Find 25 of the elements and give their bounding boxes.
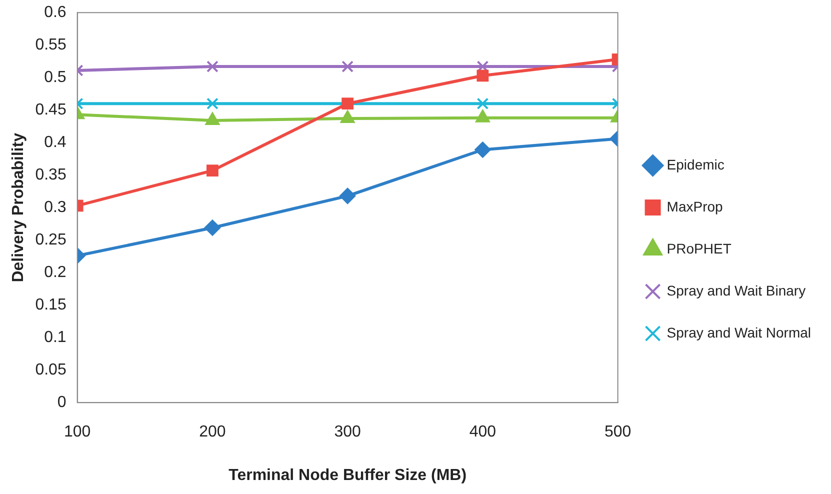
y-tick-label: 0.1 [44, 329, 66, 346]
y-tick-label: 0.05 [35, 362, 66, 379]
y-tick-label: 0.45 [35, 102, 66, 119]
legend-label: MaxProp [666, 198, 724, 214]
y-tick-label: 0.25 [35, 232, 66, 249]
y-tick-label: 0 [57, 394, 66, 412]
legend-label: PRoPHET [666, 240, 732, 256]
legend-label: Spray and Wait Normal [666, 324, 812, 340]
y-tick-label: 0.55 [35, 36, 66, 54]
legend-label: Spray and Wait Binary [666, 282, 806, 298]
x-tick-label: 400 [469, 424, 496, 441]
y-tick-label: 0.15 [35, 296, 66, 314]
x-tick-label: 100 [64, 424, 91, 441]
x-tick-label: 200 [199, 424, 226, 441]
x-tick-label: 300 [334, 424, 362, 441]
x-tick-label: 500 [604, 424, 632, 441]
legend-label: Epidemic [666, 156, 724, 172]
y-tick-label: 0.5 [44, 69, 66, 86]
x-axis-title: Terminal Node Buffer Size (MB) [228, 466, 467, 484]
y-tick-label: 0.3 [44, 199, 66, 216]
y-tick-label: 0.6 [44, 4, 66, 22]
y-tick-label: 0.35 [35, 166, 66, 184]
y-axis-title: Delivery Probability [10, 132, 28, 282]
y-tick-label: 0.4 [44, 134, 66, 152]
y-tick-label: 0.2 [44, 264, 66, 282]
